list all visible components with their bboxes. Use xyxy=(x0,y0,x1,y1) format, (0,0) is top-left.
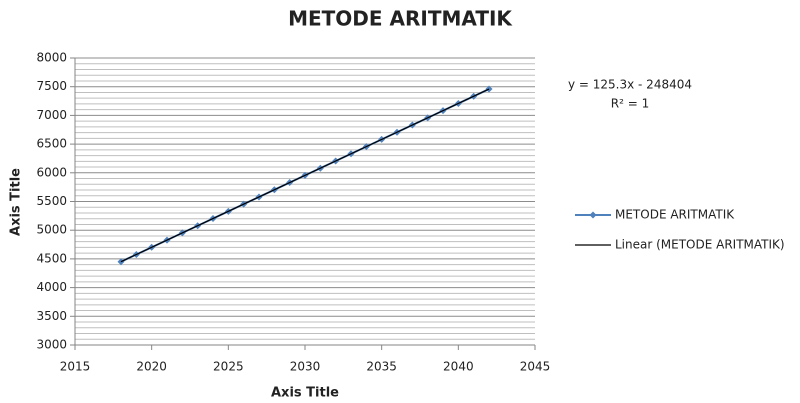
y-tick-label: 7500 xyxy=(36,79,67,93)
y-axis-title: Axis Title xyxy=(9,168,24,236)
x-tick-label: 2040 xyxy=(443,360,474,374)
x-tick-label: 2030 xyxy=(290,360,321,374)
legend-marker xyxy=(589,211,597,219)
data-point xyxy=(117,258,125,266)
y-tick-label: 5000 xyxy=(36,223,67,237)
y-tick-label: 6000 xyxy=(36,165,67,179)
legend-label: METODE ARITMATIK xyxy=(615,208,735,222)
x-tick-label: 2015 xyxy=(60,360,91,374)
x-tick-label: 2035 xyxy=(366,360,397,374)
data-point xyxy=(485,85,493,93)
y-tick-label: 8000 xyxy=(36,51,67,65)
y-tick-label: 5500 xyxy=(36,194,67,208)
trendline-r2: R² = 1 xyxy=(611,97,649,111)
y-tick-label: 3000 xyxy=(36,338,67,352)
trendline-equation: y = 125.3x - 248404 xyxy=(568,78,692,92)
y-tick-label: 7000 xyxy=(36,108,67,122)
x-tick-label: 2020 xyxy=(136,360,167,374)
x-axis-title: Axis Title xyxy=(271,386,339,401)
trendline xyxy=(120,88,490,263)
y-tick-label: 4000 xyxy=(36,280,67,294)
y-tick-label: 6500 xyxy=(36,137,67,151)
x-tick-label: 2045 xyxy=(520,360,551,374)
legend-label: Linear (METODE ARITMATIK) xyxy=(615,238,785,252)
y-tick-label: 4500 xyxy=(36,251,67,265)
x-tick-label: 2025 xyxy=(213,360,244,374)
y-tick-label: 3500 xyxy=(36,309,67,323)
chart-title: METODE ARITMATIK xyxy=(288,7,513,31)
